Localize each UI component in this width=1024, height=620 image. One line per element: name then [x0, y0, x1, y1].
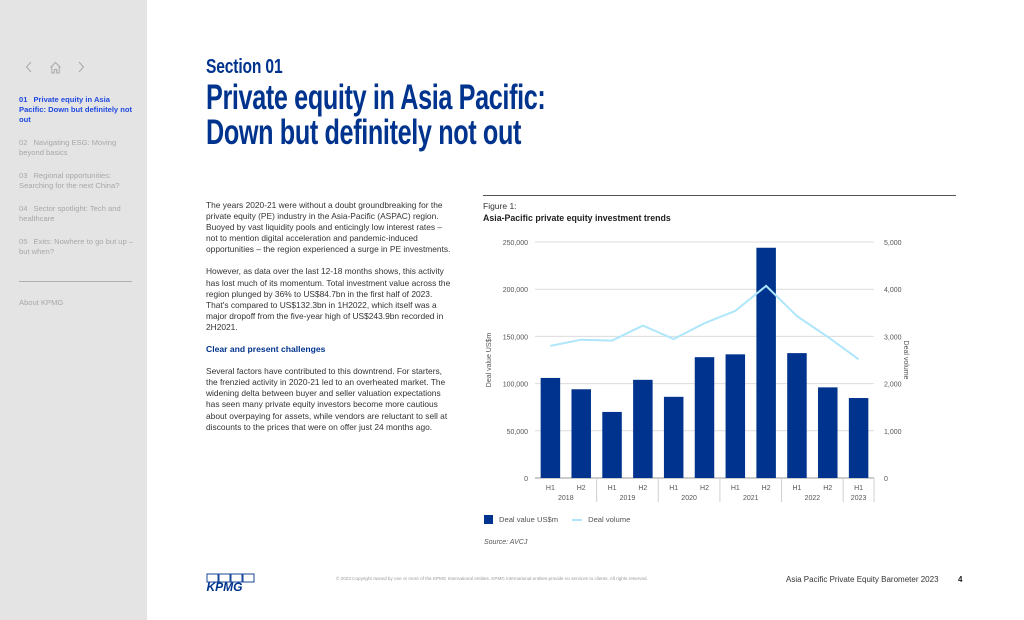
- bar-deal-value: [725, 354, 746, 478]
- page-title-line-1: Private equity in Asia Pacific:: [206, 78, 546, 117]
- legend-swatch-deal-value: [484, 515, 493, 524]
- y-right-tick-label: 1,000: [884, 429, 902, 436]
- x-tick-label: H2: [638, 485, 647, 492]
- legend-label-deal-volume: Deal volume: [588, 515, 631, 524]
- section-label: Section 01: [206, 56, 283, 78]
- chart: 0 50,000 100,000 150,000 200,000 250,000 0 1,00…: [478, 232, 948, 522]
- publication-title: Asia Pacific Private Equity Barometer 20…: [786, 575, 939, 584]
- sidebar-nav: [16, 57, 94, 77]
- bar-deal-value: [756, 247, 776, 478]
- back-button[interactable]: [16, 57, 42, 77]
- x-tick-label: H1: [792, 485, 801, 492]
- kpmg-logo-text: KPMG: [207, 580, 243, 593]
- y-right-tick-label: 2,000: [884, 382, 902, 389]
- x-year-label: 2022: [805, 495, 821, 502]
- paragraph-1: The years 2020-21 were without a doubt g…: [206, 200, 451, 255]
- x-year-label: 2021: [743, 495, 759, 502]
- bar-deal-value: [602, 411, 622, 478]
- y-tick-label: 150,000: [503, 334, 528, 341]
- page-title: Private equity in Asia Pacific: Down but…: [206, 78, 546, 152]
- y-tick-label: 250,000: [503, 240, 528, 247]
- toc-item-01[interactable]: 01 Private equity in Asia Pacific: Down b…: [19, 95, 133, 124]
- bar-deal-value: [663, 396, 684, 478]
- page-title-line-2: Down but definitely not out: [206, 113, 522, 152]
- toc-divider: [19, 281, 132, 282]
- home-button[interactable]: [42, 57, 68, 77]
- x-tick-label: H1: [546, 485, 555, 492]
- y-right-axis-title: Deal volume: [902, 341, 909, 380]
- figure-title: Asia-Pacific private equity investment t…: [483, 213, 671, 223]
- figure-rule: [483, 195, 956, 196]
- chart-legend: Deal value US$m Deal volume: [484, 515, 630, 524]
- line-deal-volume: [550, 284, 860, 361]
- bar-deal-value: [571, 389, 591, 478]
- chevron-right-icon: [78, 61, 85, 73]
- figure-label: Figure 1:: [483, 201, 517, 211]
- forward-button[interactable]: [68, 57, 94, 77]
- toc-item-02[interactable]: 02 Navigating ESG: Moving beyond basics: [19, 138, 117, 157]
- bar-deal-value: [694, 357, 715, 478]
- x-year-label: 2019: [620, 495, 636, 502]
- y-tick-label: 50,000: [507, 429, 529, 436]
- y-right-tick-label: 3,000: [884, 334, 902, 341]
- toc-item-05[interactable]: 05 Exits: Nowhere to go but up – but when…: [19, 237, 134, 256]
- x-tick-label: H1: [669, 485, 678, 492]
- bar-deal-value: [633, 379, 653, 478]
- copyright: © 2023 Copyright owned by one or more of…: [336, 576, 648, 581]
- toc-item-04[interactable]: 04 Sector spotlight: Tech and healthcare: [19, 204, 121, 223]
- chart-svg: 0 50,000 100,000 150,000 200,000 250,000 0 1,00…: [486, 240, 909, 502]
- x-tick-label: H2: [577, 485, 586, 492]
- paragraph-2: However, as data over the last 12-18 mon…: [206, 266, 451, 332]
- home-icon: [49, 61, 61, 73]
- y-right-tick-label: 4,000: [884, 287, 902, 294]
- kpmg-logo-icon: KPMG: [207, 573, 255, 594]
- legend-label-deal-value: Deal value US$m: [499, 515, 559, 524]
- x-tick-label: H2: [823, 485, 832, 492]
- x-tick-label: H1: [731, 485, 740, 492]
- bar-deal-value: [848, 398, 869, 478]
- figure-source: Source: AVCJ: [484, 539, 528, 546]
- y-tick-label: 100,000: [503, 382, 528, 389]
- body-text: The years 2020-21 were without a doubt g…: [206, 200, 451, 444]
- subheading: Clear and present challenges: [206, 344, 326, 355]
- y-right-tick-label: 5,000: [884, 240, 902, 247]
- x-year-label: 2020: [681, 495, 697, 502]
- toc-item-about[interactable]: About KPMG: [19, 298, 64, 307]
- y-right-tick-label: 0: [884, 476, 888, 483]
- x-tick-label: H2: [762, 485, 771, 492]
- bar-deal-value: [787, 353, 807, 478]
- paragraph-3: Several factors have contributed to this…: [206, 366, 448, 432]
- y-tick-label: 200,000: [503, 287, 528, 294]
- bar-deal-value: [540, 377, 561, 478]
- table-of-contents: 01 Private equity in Asia Pacific: Down b…: [19, 95, 137, 270]
- kpmg-logo: KPMG: [206, 573, 256, 598]
- x-tick-label: H1: [608, 485, 617, 492]
- toc-item-03[interactable]: 03 Regional opportunities: Searching for …: [19, 171, 120, 190]
- y-tick-label: 0: [524, 476, 528, 483]
- x-year-label: 2018: [558, 495, 574, 502]
- y-axis-title: Deal value US$m: [486, 333, 493, 388]
- sidebar: 01 Private equity in Asia Pacific: Down b…: [0, 0, 147, 620]
- x-tick-label: H1: [854, 485, 863, 492]
- x-year-label: 2023: [851, 495, 867, 502]
- x-tick-label: H2: [700, 485, 709, 492]
- page-number: 4: [958, 575, 963, 584]
- chevron-left-icon: [25, 61, 32, 73]
- bar-deal-value: [818, 387, 838, 478]
- legend-swatch-deal-volume: [572, 518, 583, 521]
